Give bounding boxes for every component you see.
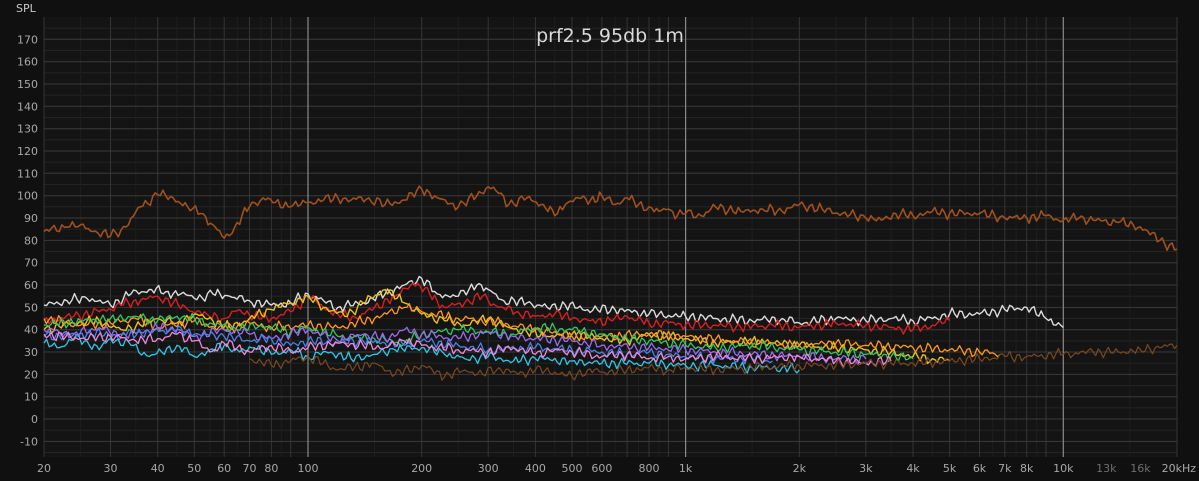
major-grid (44, 17, 1177, 457)
x-tick-label: 4k (906, 462, 920, 475)
x-tick-label: 40 (151, 462, 165, 475)
x-tick-label: 800 (639, 462, 660, 475)
y-tick-label: -10 (20, 435, 38, 448)
x-tick-label: 400 (525, 462, 546, 475)
minor-grid (43, 17, 1178, 457)
y-tick-label: 150 (17, 78, 38, 91)
y-tick-label: 10 (24, 391, 38, 404)
x-tick-label: 3k (859, 462, 873, 475)
series-line (43, 331, 892, 369)
series-line (43, 275, 1064, 329)
x-tick-label: 30 (104, 462, 118, 475)
x-tick-label: 600 (591, 462, 612, 475)
series-layer (43, 185, 1178, 381)
x-tick-label: 13k (1096, 462, 1117, 475)
series-line (249, 343, 1178, 381)
y-tick-label: 70 (24, 257, 38, 270)
x-tick-label: 8k (1020, 462, 1034, 475)
series-line (43, 185, 1178, 251)
x-tick-label: 200 (411, 462, 432, 475)
y-tick-label: 120 (17, 145, 38, 158)
plot-area (44, 17, 1177, 457)
x-tick-label: 70 (243, 462, 257, 475)
series-line (43, 303, 1001, 358)
y-tick-label: 170 (17, 33, 38, 46)
y-tick-labels: 1701601501401301201101009080706050403020… (17, 33, 38, 448)
x-tick-label: 50 (187, 462, 201, 475)
y-tick-label: 160 (17, 56, 38, 69)
x-tick-labels: 20 30 40 50 60 70 80 100 200 300 400 500 600 800 1k 2k 3… (37, 462, 1196, 475)
y-tick-label: 110 (17, 167, 38, 180)
x-tick-label: 1k (679, 462, 693, 475)
y-tick-label: 50 (24, 301, 38, 314)
x-tick-label: 300 (478, 462, 499, 475)
x-tick-label: 2k (793, 462, 807, 475)
series-line (43, 322, 867, 365)
y-tick-label: 0 (31, 413, 38, 426)
series-line (43, 325, 774, 365)
y-tick-label: 90 (24, 212, 38, 225)
x-tick-label: 7k (998, 462, 1012, 475)
x-tick-label: 5k (943, 462, 957, 475)
x-tick-label: 100 (298, 462, 319, 475)
y-tick-label: 20 (24, 368, 38, 381)
y-tick-label: 130 (17, 123, 38, 136)
x-tick-label: 500 (562, 462, 583, 475)
x-tick-label: 10k (1053, 462, 1074, 475)
y-tick-label: 30 (24, 346, 38, 359)
x-tick-label: 20 (37, 462, 51, 475)
y-tick-label: 80 (24, 234, 38, 247)
x-tick-label: 16k (1130, 462, 1151, 475)
y-axis-label: SPL (16, 2, 37, 15)
x-tick-label: 60 (217, 462, 231, 475)
y-tick-label: 100 (17, 190, 38, 203)
y-tick-label: 140 (17, 100, 38, 113)
y-tick-label: 40 (24, 324, 38, 337)
y-tick-label: 60 (24, 279, 38, 292)
series-line (43, 333, 800, 374)
x-tick-label: 80 (264, 462, 278, 475)
chart-title: prf2.5 95db 1m (536, 25, 684, 47)
x-tick-label: 6k (973, 462, 987, 475)
x-tick-label: 20kHz (1162, 462, 1197, 475)
